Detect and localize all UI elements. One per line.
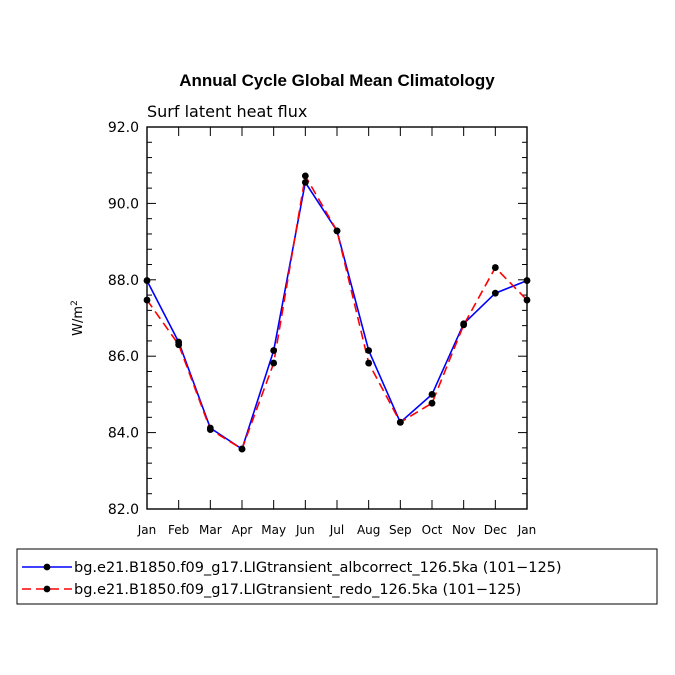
x-axis-ticks: Jan Feb Mar Apr May Jun Jul Aug Sep Oct Nov Dec Jan (137, 127, 537, 537)
series-line-2 (146, 173, 528, 451)
x-tick-label: Apr (232, 523, 253, 537)
chart-title: Annual Cycle Global Mean Climatology (179, 71, 495, 90)
legend-label-2: bg.e21.B1850.f09_g17.LIGtransient_redo_1… (74, 582, 521, 598)
legend-box (16, 548, 658, 605)
x-tick-label: Nov (452, 523, 475, 537)
series-line-1 (146, 180, 528, 451)
series-1-point (365, 347, 373, 354)
x-tick-label: Aug (357, 523, 380, 537)
y-axis-label-superscript: 2 (70, 300, 80, 306)
series-2-point (491, 264, 499, 271)
y-axis-ticks: 82.0 84.0 86.0 88.0 90.0 92.0 (108, 120, 527, 518)
y-axis-label: W/m2 (70, 300, 86, 336)
series-2-point (270, 359, 278, 367)
data-series (143, 172, 531, 453)
y-tick-label: 90.0 (108, 196, 139, 212)
series-2-point (333, 227, 341, 235)
series-1-point (143, 277, 151, 284)
legend-marker-2 (43, 585, 51, 593)
series-2-point (460, 321, 468, 329)
series-2-point (301, 172, 309, 180)
legend-marker-1 (43, 563, 51, 571)
y-tick-label: 82.0 (108, 502, 139, 518)
series-2-point (143, 296, 151, 304)
series-2-point (175, 341, 183, 349)
y-tick-label: 92.0 (108, 120, 139, 136)
y-tick-label: 84.0 (108, 426, 139, 442)
legend: bg.e21.B1850.f09_g17.LIGtransient_albcor… (16, 548, 658, 605)
series-2-point (396, 418, 404, 426)
series-2-point (206, 426, 214, 433)
x-tick-label: May (261, 523, 286, 537)
series-2-point (238, 445, 246, 453)
x-tick-label: Jan (137, 523, 157, 537)
x-tick-label: Oct (422, 523, 443, 537)
x-tick-label: Mar (199, 523, 222, 537)
x-tick-label: Jun (295, 523, 315, 537)
x-tick-label: Feb (168, 523, 189, 537)
chart-subtitle: Surf latent heat flux (147, 102, 307, 121)
legend-label-1: bg.e21.B1850.f09_g17.LIGtransient_albcor… (74, 560, 562, 576)
x-tick-label: Dec (484, 523, 507, 537)
x-tick-label: Sep (389, 523, 412, 537)
series-2-point (523, 296, 531, 304)
y-tick-label: 88.0 (108, 273, 139, 289)
series-2-point (428, 399, 436, 407)
series-2-point (365, 359, 373, 367)
series-1-point (428, 391, 436, 398)
y-axis-label-text: W/m (71, 306, 86, 336)
x-tick-label: Jul (329, 523, 344, 537)
series-1-point (491, 289, 499, 297)
series-1-point (301, 178, 309, 186)
y-tick-label: 86.0 (108, 349, 139, 365)
series-1-point (270, 347, 278, 354)
series-1-point (523, 277, 531, 284)
x-tick-label: Jan (517, 523, 537, 537)
